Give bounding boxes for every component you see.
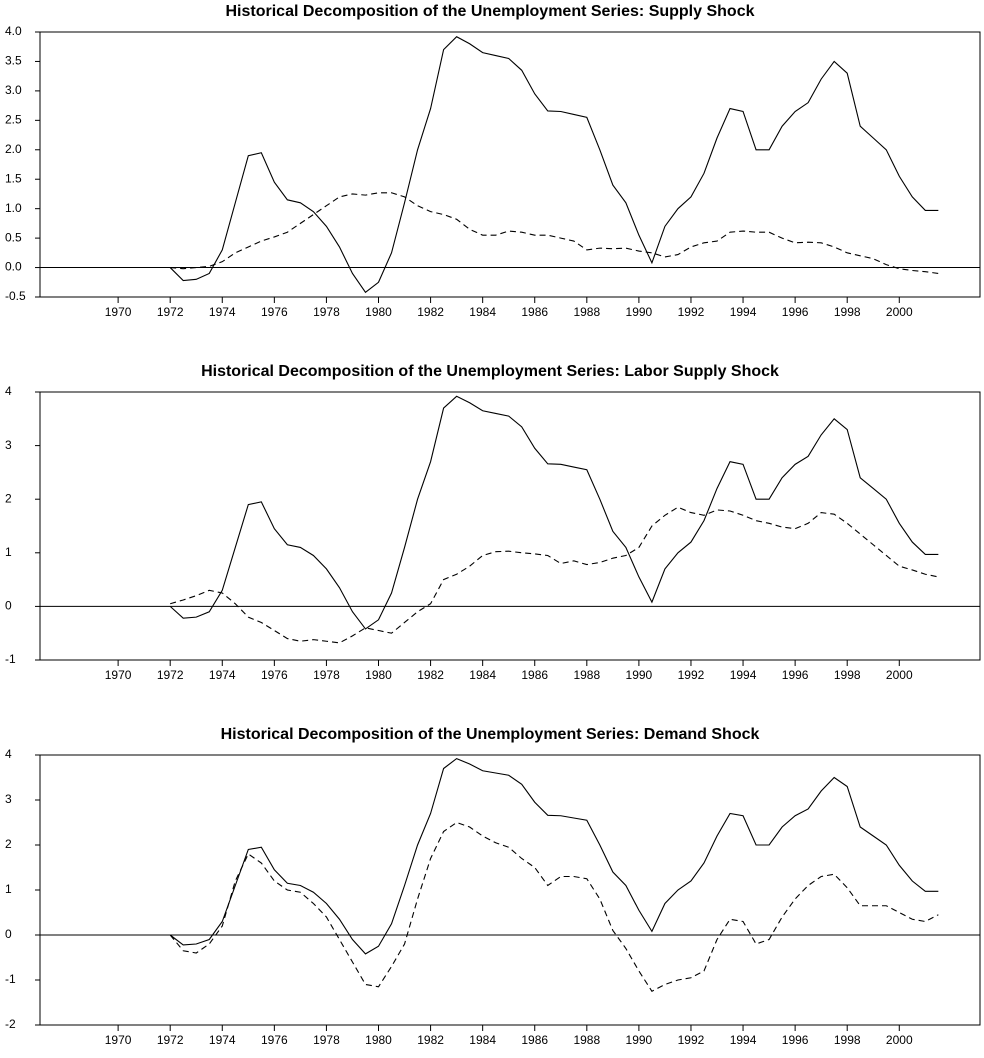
- chart-title: Historical Decomposition of the Unemploy…: [221, 726, 760, 743]
- x-tick-label: 1986: [521, 1033, 548, 1047]
- y-tick-label: 4: [5, 747, 12, 761]
- y-tick-label: 3: [5, 438, 12, 452]
- x-tick-label: 1998: [834, 305, 861, 319]
- x-tick-label: 1986: [521, 305, 548, 319]
- x-tick-label: 1970: [105, 1033, 132, 1047]
- x-tick-label: 2000: [886, 305, 913, 319]
- y-tick-label: 2: [5, 491, 12, 505]
- y-tick-label: 0.5: [5, 230, 22, 244]
- y-tick-label: -0.5: [5, 289, 26, 303]
- chart-title: Historical Decomposition of the Unemploy…: [201, 363, 779, 380]
- chart: Historical Decomposition of the Unemploy…: [5, 3, 981, 319]
- y-tick-label: 2: [5, 837, 12, 851]
- x-tick-label: 2000: [886, 668, 913, 682]
- y-tick-label: 1: [5, 882, 12, 896]
- x-tick-label: 1996: [782, 1033, 809, 1047]
- y-tick-label: 3.5: [5, 54, 22, 68]
- y-tick-label: 2.0: [5, 142, 22, 156]
- x-tick-label: 1978: [313, 305, 340, 319]
- x-tick-label: 1996: [782, 305, 809, 319]
- series-line: [169, 395, 939, 630]
- x-tick-label: 1978: [313, 1033, 340, 1047]
- x-tick-label: 1992: [678, 305, 705, 319]
- x-tick-label: 2000: [886, 1033, 913, 1047]
- x-tick-label: 1972: [157, 1033, 184, 1047]
- x-tick-label: 1980: [365, 305, 392, 319]
- x-tick-label: 1974: [209, 305, 236, 319]
- x-tick-label: 1984: [469, 668, 496, 682]
- chart: Historical Decomposition of the Unemploy…: [5, 726, 981, 1047]
- x-tick-label: 1984: [469, 1033, 496, 1047]
- x-tick-label: 1990: [626, 668, 653, 682]
- x-tick-label: 1990: [626, 1033, 653, 1047]
- x-tick-label: 1988: [573, 668, 600, 682]
- y-tick-label: -1: [5, 652, 16, 666]
- chart-title: Historical Decomposition of the Unemploy…: [226, 3, 755, 20]
- y-tick-label: 1.0: [5, 201, 22, 215]
- x-tick-label: 1996: [782, 668, 809, 682]
- x-tick-label: 1990: [626, 305, 653, 319]
- plot-frame: [39, 754, 981, 1026]
- x-tick-label: 1970: [105, 668, 132, 682]
- y-tick-label: 2.5: [5, 113, 22, 127]
- y-tick-label: 1: [5, 545, 12, 559]
- x-tick-label: 1998: [834, 1033, 861, 1047]
- plot-frame: [39, 391, 981, 661]
- x-tick-label: 1976: [261, 1033, 288, 1047]
- x-tick-label: 1994: [730, 1033, 757, 1047]
- x-tick-label: 1992: [678, 1033, 705, 1047]
- y-tick-label: 1.5: [5, 171, 22, 185]
- plot-frame: [39, 31, 981, 298]
- y-tick-label: 0: [5, 927, 12, 941]
- x-tick-label: 1986: [521, 668, 548, 682]
- series-line: [169, 36, 939, 294]
- y-tick-label: 0.0: [5, 260, 22, 274]
- x-tick-label: 1976: [261, 305, 288, 319]
- x-tick-label: 1980: [365, 668, 392, 682]
- series-line: [170, 506, 939, 644]
- x-tick-label: 1974: [209, 1033, 236, 1047]
- x-tick-label: 1998: [834, 668, 861, 682]
- x-tick-label: 1994: [730, 668, 757, 682]
- x-tick-label: 1982: [417, 1033, 444, 1047]
- series-line: [170, 192, 939, 274]
- y-tick-label: 3.0: [5, 83, 22, 97]
- x-tick-label: 1974: [209, 668, 236, 682]
- x-tick-label: 1982: [417, 668, 444, 682]
- x-tick-label: 1972: [157, 668, 184, 682]
- x-tick-label: 1992: [678, 668, 705, 682]
- x-tick-label: 1972: [157, 305, 184, 319]
- y-tick-label: 0: [5, 599, 12, 613]
- series-line: [169, 821, 939, 992]
- y-tick-label: -1: [5, 972, 16, 986]
- x-tick-label: 1984: [469, 305, 496, 319]
- x-tick-label: 1978: [313, 668, 340, 682]
- chart: Historical Decomposition of the Unemploy…: [5, 363, 981, 682]
- y-tick-label: 4: [5, 384, 12, 398]
- y-tick-label: -2: [5, 1017, 16, 1031]
- x-tick-label: 1982: [417, 305, 444, 319]
- x-tick-label: 1976: [261, 668, 288, 682]
- x-tick-label: 1980: [365, 1033, 392, 1047]
- x-tick-label: 1970: [105, 305, 132, 319]
- series-line: [169, 757, 939, 955]
- y-tick-label: 4.0: [5, 24, 22, 38]
- x-tick-label: 1994: [730, 305, 757, 319]
- x-tick-label: 1988: [573, 305, 600, 319]
- x-tick-label: 1988: [573, 1033, 600, 1047]
- y-tick-label: 3: [5, 792, 12, 806]
